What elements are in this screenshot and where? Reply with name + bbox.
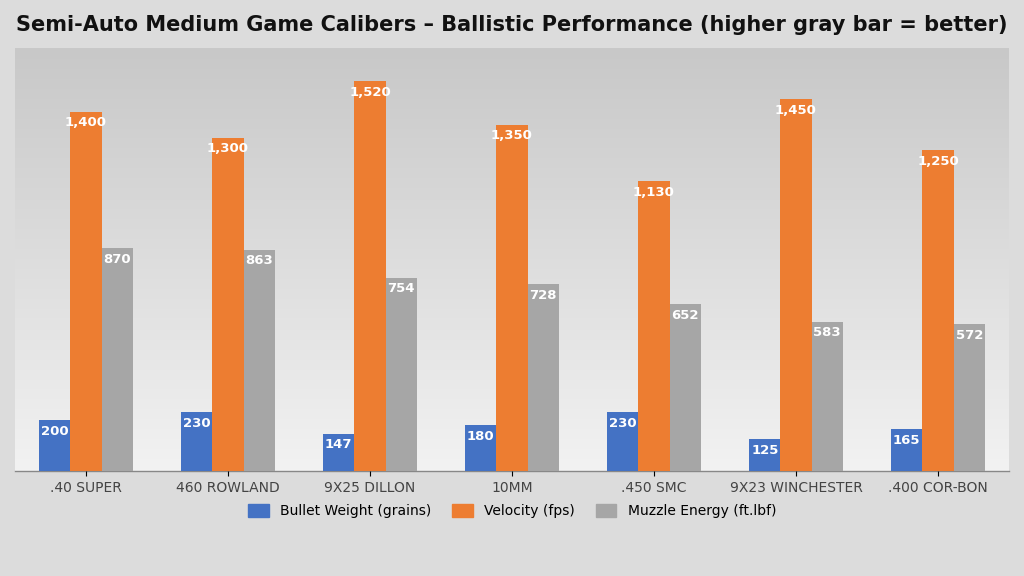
- Bar: [181, 412, 212, 471]
- Bar: [607, 412, 638, 471]
- Bar: [101, 248, 133, 471]
- Bar: [324, 434, 354, 471]
- Bar: [386, 278, 417, 471]
- Text: 147: 147: [325, 438, 352, 451]
- Text: 583: 583: [813, 326, 841, 339]
- Text: 1,400: 1,400: [65, 116, 106, 130]
- Bar: [750, 439, 780, 471]
- Bar: [923, 150, 953, 471]
- Bar: [638, 181, 670, 471]
- Text: 230: 230: [183, 417, 211, 430]
- Bar: [812, 321, 843, 471]
- Text: 728: 728: [529, 289, 557, 302]
- Text: 165: 165: [893, 434, 921, 446]
- Text: 125: 125: [751, 444, 778, 457]
- Bar: [212, 138, 244, 471]
- Bar: [71, 112, 101, 471]
- Bar: [39, 420, 71, 471]
- Text: 180: 180: [467, 430, 495, 443]
- Bar: [497, 124, 527, 471]
- Legend: Bullet Weight (grains), Velocity (fps), Muzzle Energy (ft.lbf): Bullet Weight (grains), Velocity (fps), …: [243, 499, 781, 524]
- Text: 1,300: 1,300: [207, 142, 249, 155]
- Bar: [953, 324, 985, 471]
- Text: 200: 200: [41, 425, 69, 438]
- Text: 870: 870: [103, 252, 131, 266]
- Title: Semi-Auto Medium Game Calibers – Ballistic Performance (higher gray bar = better: Semi-Auto Medium Game Calibers – Ballist…: [16, 15, 1008, 35]
- Text: 572: 572: [955, 329, 983, 342]
- Bar: [527, 285, 559, 471]
- Bar: [354, 81, 386, 471]
- Bar: [670, 304, 700, 471]
- Bar: [244, 250, 274, 471]
- Text: 1,450: 1,450: [775, 104, 817, 116]
- Text: 230: 230: [609, 417, 637, 430]
- Text: 1,520: 1,520: [349, 86, 391, 98]
- Text: 863: 863: [246, 255, 273, 267]
- Text: 1,350: 1,350: [492, 129, 532, 142]
- Bar: [465, 425, 497, 471]
- Bar: [780, 99, 812, 471]
- Text: 1,130: 1,130: [633, 186, 675, 199]
- Text: 1,250: 1,250: [918, 155, 958, 168]
- Text: 754: 754: [387, 282, 415, 295]
- Text: 652: 652: [672, 309, 699, 321]
- Bar: [891, 429, 923, 471]
